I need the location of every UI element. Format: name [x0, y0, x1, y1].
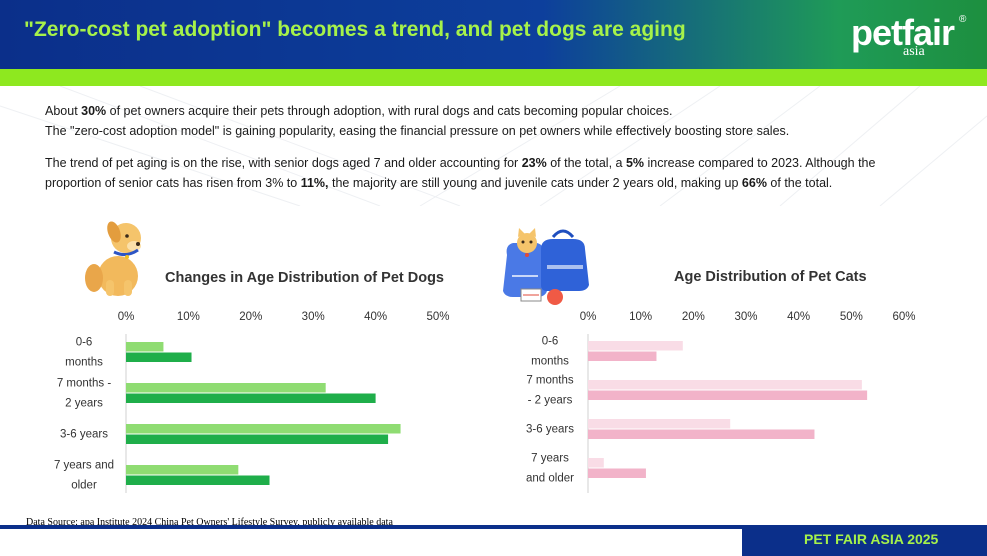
dog-bar [126, 352, 192, 362]
logo-registered-mark: ® [959, 14, 967, 25]
paragraph-line: proportion of senior cats has risen from… [45, 173, 875, 193]
logo-main-text: petfair [851, 12, 955, 53]
dog-category-label: older [71, 480, 97, 492]
page-title: "Zero-cost pet adoption" becomes a trend… [24, 18, 686, 41]
cat-bar [588, 429, 815, 439]
footer-brand-text: PET FAIR ASIA 2025 [804, 531, 939, 547]
text-run: The trend of pet aging is on the rise, w… [45, 156, 522, 170]
cat-x-tick-label: 60% [892, 311, 915, 323]
dog-bar [126, 383, 326, 393]
cat-category-label: 0-6 [542, 336, 559, 348]
header-banner: "Zero-cost pet adoption" becomes a trend… [0, 0, 987, 69]
dog-bar [126, 424, 401, 434]
dog-category-label: 0-6 [76, 337, 93, 349]
cat-bar [588, 390, 868, 400]
dog-x-tick-label: 40% [364, 311, 387, 323]
logo-sub-text: asia [903, 44, 925, 59]
highlight-value: 30% [81, 104, 107, 118]
highlight-value: 11%, [300, 176, 329, 190]
dog-bar [126, 465, 239, 475]
petfair-logo: petfair asia ® [851, 12, 971, 62]
cat-bar [588, 351, 657, 361]
dog-category-label: 7 years and [54, 460, 114, 472]
dog-bar [126, 342, 164, 352]
cat-x-tick-label: 50% [840, 311, 863, 323]
cat-x-tick-label: 0% [580, 311, 597, 323]
cat-category-label: and older [526, 473, 574, 485]
cat-x-tick-label: 20% [682, 311, 705, 323]
text-run: increase compared to 2023. Although the [644, 156, 876, 170]
dog-category-label: 3-6 years [60, 429, 108, 441]
paragraph-line: About 30% of pet owners acquire their pe… [45, 101, 789, 121]
cat-bar [588, 419, 731, 429]
dog-x-tick-label: 20% [239, 311, 262, 323]
sitting-dog-icon [85, 221, 141, 296]
cat-x-tick-label: 40% [787, 311, 810, 323]
paragraph-line: The trend of pet aging is on the rise, w… [45, 153, 875, 173]
cat-with-bags-icon [503, 228, 589, 305]
dog-x-tick-label: 50% [426, 311, 449, 323]
cat-bar [588, 458, 604, 468]
text-run: About [45, 104, 82, 118]
dog-category-label: 7 months - [57, 378, 111, 390]
cat-category-label: 7 months [526, 375, 574, 387]
text-run: of pet owners acquire their pets through… [106, 104, 673, 118]
dog-chart-title: Changes in Age Distribution of Pet Dogs [165, 270, 444, 286]
cat-bar [588, 380, 862, 390]
dog-bar [126, 475, 270, 485]
dog-category-label: 2 years [65, 398, 103, 410]
highlight-value: 66% [741, 176, 767, 190]
dog-bar [126, 434, 389, 444]
dog-bar [126, 393, 376, 403]
paragraph-line: The "zero-cost adoption model" is gainin… [45, 124, 790, 138]
cat-x-tick-label: 10% [629, 311, 652, 323]
cat-bar [588, 341, 683, 351]
cat-bar [588, 468, 646, 478]
text-run: the majority are still young and juvenil… [328, 176, 742, 190]
cat-category-label: - 2 years [528, 395, 573, 407]
cat-category-label: months [531, 356, 569, 368]
paragraph-adoption: About 30% of pet owners acquire their pe… [45, 101, 789, 141]
cat-category-label: 3-6 years [526, 424, 574, 436]
dog-age-chart: 0% 10% 20% 30% 40% 50% 0-6 months 7 months - 2 ye… [54, 311, 450, 493]
background-lines [0, 86, 987, 206]
footer-banner [742, 525, 987, 556]
paragraph-aging: The trend of pet aging is on the rise, w… [45, 153, 875, 193]
cat-age-chart: 0% 10% 20% 30% 40% 50% 60% 0-6 months 7 months - 2… [526, 311, 916, 493]
cat-category-label: 7 years [531, 453, 569, 465]
text-run: proportion of senior cats has risen from… [45, 176, 301, 190]
data-source-note: Data Source: apa Institute 2024 China Pe… [26, 517, 393, 528]
dog-x-tick-label: 10% [177, 311, 200, 323]
cat-x-tick-label: 30% [734, 311, 757, 323]
dog-x-tick-label: 30% [302, 311, 325, 323]
dog-category-label: months [65, 357, 103, 369]
cat-chart-title: Age Distribution of Pet Cats [674, 269, 867, 285]
highlight-value: 23% [521, 156, 547, 170]
accent-bar [0, 69, 987, 86]
dog-x-tick-label: 0% [118, 311, 135, 323]
highlight-value: 5% [625, 156, 645, 170]
text-run: of the total. [766, 176, 833, 190]
footer-line [0, 525, 742, 529]
text-run: of the total, a [546, 156, 626, 170]
